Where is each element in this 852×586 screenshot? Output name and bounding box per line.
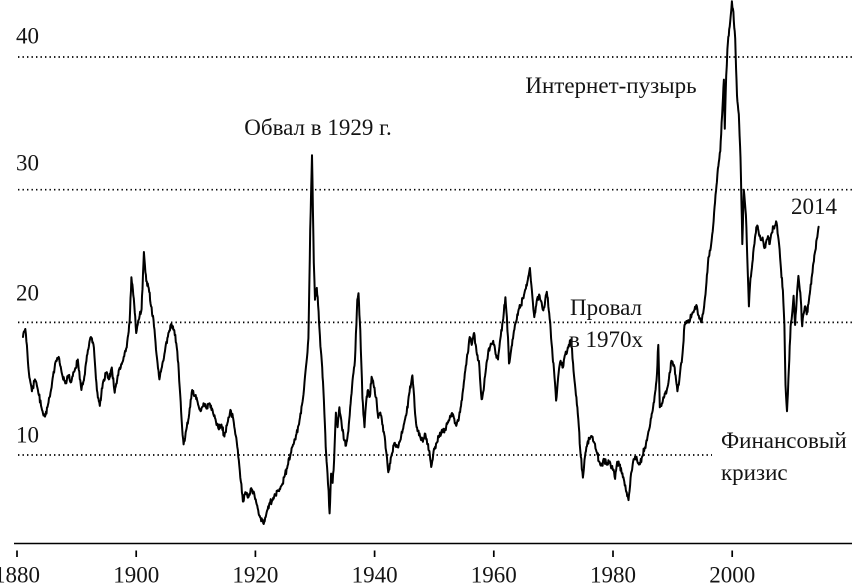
y-axis-label-10: 10: [16, 422, 39, 448]
y-axis-label-30: 30: [16, 150, 39, 176]
x-axis-label-1980: 1980: [590, 562, 636, 586]
x-axis-label-2000: 2000: [709, 562, 756, 586]
financial-crisis-annotation: Финансовый кризис: [721, 425, 847, 489]
x-axis-label-1920: 1920: [232, 562, 279, 586]
y-axis-label-40: 40: [16, 23, 39, 49]
y-axis-label-20: 20: [16, 280, 39, 306]
internet-bubble-annotation: Интернет-пузырь: [525, 70, 696, 102]
year-2014-annotation: 2014: [791, 191, 837, 223]
crash-1929-annotation: Обвал в 1929 г.: [244, 112, 391, 144]
x-axis-label-1880: 1880: [0, 562, 40, 586]
crash-1929-line-1: Обвал в 1929 г.: [244, 115, 392, 140]
x-axis-label-1960: 1960: [470, 562, 517, 586]
slump-1970s-line-1: Провал: [569, 295, 643, 320]
slump-1970s-line-2: в 1970х: [568, 327, 644, 352]
financial-crisis-line-1: Финансовый: [721, 428, 847, 453]
x-axis-label-1940: 1940: [351, 562, 398, 586]
financial-crisis-line-2: кризис: [721, 460, 788, 485]
x-axis-label-1900: 1900: [113, 562, 160, 586]
cape-line: [22, 0, 820, 525]
internet-bubble-line-1: Интернет-пузырь: [525, 73, 697, 98]
slump-1970s-annotation: Провал в 1970х: [569, 292, 643, 356]
year-2014-line-1: 2014: [791, 194, 837, 219]
